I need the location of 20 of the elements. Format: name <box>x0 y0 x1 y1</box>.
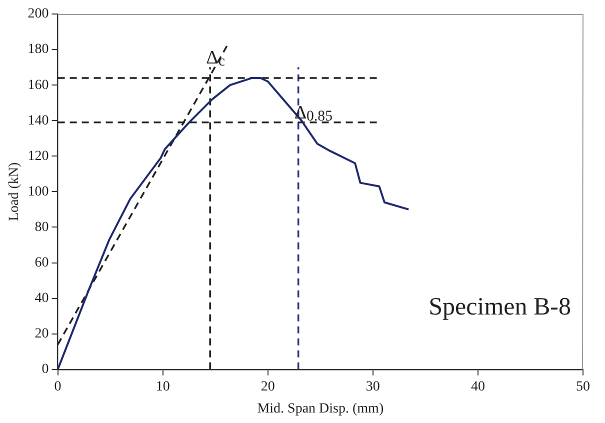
x-axis-title: Mid. Span Disp. (mm) <box>257 401 384 416</box>
y-tick-label: 0 <box>42 362 49 378</box>
y-tick-label: 160 <box>28 78 49 93</box>
y-axis-title: Load (kN) <box>7 162 22 222</box>
x-tick-label: 30 <box>366 379 380 394</box>
x-tick-label: 50 <box>576 379 590 394</box>
y-tick-label: 140 <box>28 113 49 128</box>
annotation: Specimen B-8 <box>428 293 571 320</box>
x-tick-label: 10 <box>156 379 170 394</box>
y-tick-label: 120 <box>28 148 49 164</box>
y-tick-label: 80 <box>34 220 49 235</box>
x-tick-label: 20 <box>260 379 275 394</box>
y-tick-label: 40 <box>34 290 49 306</box>
y-tick-label: 20 <box>34 326 49 342</box>
y-tick-label: 100 <box>28 184 49 200</box>
x-tick-label: 0 <box>54 379 62 394</box>
y-tick-label: 200 <box>28 6 49 22</box>
y-tick-label: 60 <box>34 255 49 270</box>
y-tick-label: 180 <box>28 42 49 58</box>
x-tick-label: 40 <box>470 379 485 394</box>
